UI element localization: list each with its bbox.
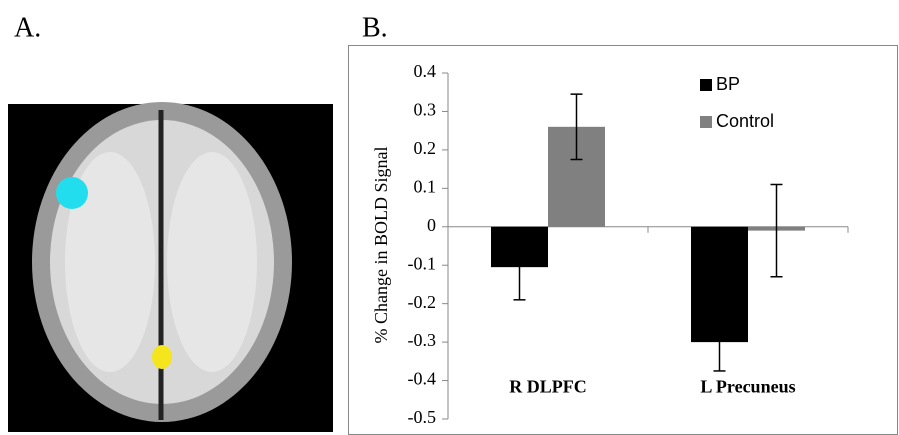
- y-tick-label: 0.3: [414, 100, 437, 120]
- y-tick-label: 0.2: [414, 138, 437, 158]
- figure: A. B. % Change in BOLD Signal -0.5 -0.4 -0…: [0, 0, 899, 435]
- legend-label: BP: [716, 74, 740, 94]
- panel-label: B.: [362, 12, 388, 43]
- x-tick-label: L Precuneus: [700, 376, 795, 396]
- legend-swatch: [700, 79, 712, 91]
- y-tick-label: -0.4: [408, 369, 437, 389]
- x-tick-label: R DLPFC: [509, 376, 587, 396]
- y-axis-label: % Change in BOLD Signal: [371, 147, 391, 344]
- y-tick-label: 0: [427, 215, 436, 235]
- brain-image: [8, 102, 333, 432]
- y-tick-label: 0.4: [414, 61, 437, 81]
- legend-swatch: [700, 116, 712, 128]
- y-tick-label: 0.1: [414, 176, 437, 196]
- panel-label: A.: [14, 12, 41, 43]
- y-tick-label: -0.3: [408, 330, 437, 350]
- legend-label: Control: [716, 111, 774, 131]
- y-tick-label: -0.2: [408, 292, 437, 312]
- y-tick-label: -0.1: [408, 253, 437, 273]
- y-tick-label: -0.5: [408, 407, 437, 427]
